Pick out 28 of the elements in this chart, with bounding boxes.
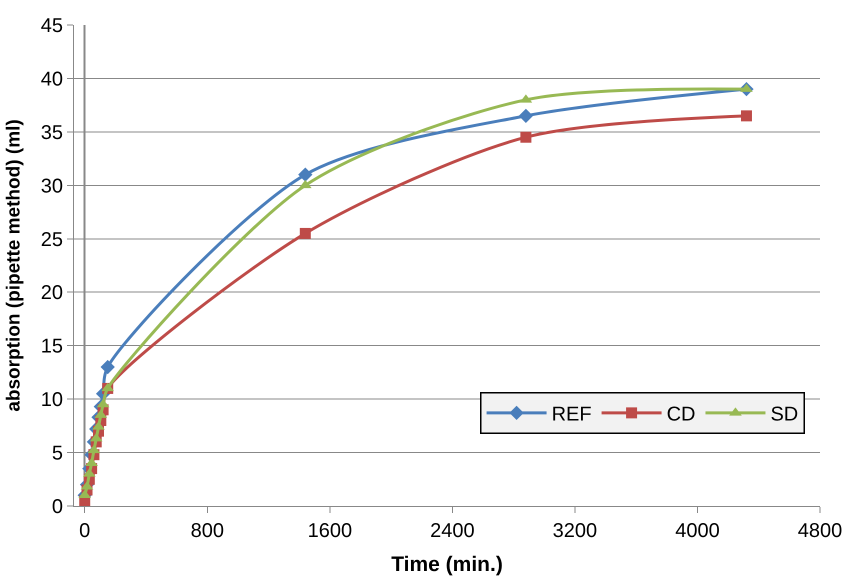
y-tick-label: 15	[40, 336, 63, 358]
y-tick-label: 30	[40, 175, 63, 198]
y-tick-label: 25	[40, 228, 63, 251]
y-tick-label: 0	[52, 496, 63, 518]
legend-label: CD	[666, 404, 696, 426]
point	[298, 167, 312, 182]
y-tick-label: 45	[40, 15, 63, 37]
point	[518, 108, 534, 124]
x-tick-label: 4000	[675, 520, 720, 542]
y-tick-label: 5	[52, 442, 63, 465]
x-tick-label: 3200	[552, 520, 598, 542]
legend-label: SD	[770, 404, 798, 426]
y-tick-label: 20	[40, 282, 63, 304]
point	[300, 228, 311, 239]
y-tick-label: 10	[40, 389, 63, 412]
x-axis-title: Time (min.)	[391, 553, 503, 576]
y-axis-title: absorption (pipette method) (ml)	[4, 119, 25, 412]
x-tick-label: 0	[79, 520, 90, 542]
x-tick-label: 2400	[430, 520, 475, 542]
legend-label: REF	[552, 404, 592, 426]
x-tick-label: 800	[190, 520, 224, 542]
x-tick-label: 1600	[308, 520, 352, 542]
x-tick-label: 4800	[798, 520, 842, 542]
point	[520, 132, 532, 143]
y-tick-label: 40	[40, 68, 63, 90]
y-tick-label: 35	[40, 122, 63, 144]
point	[100, 360, 115, 374]
point	[740, 110, 752, 122]
